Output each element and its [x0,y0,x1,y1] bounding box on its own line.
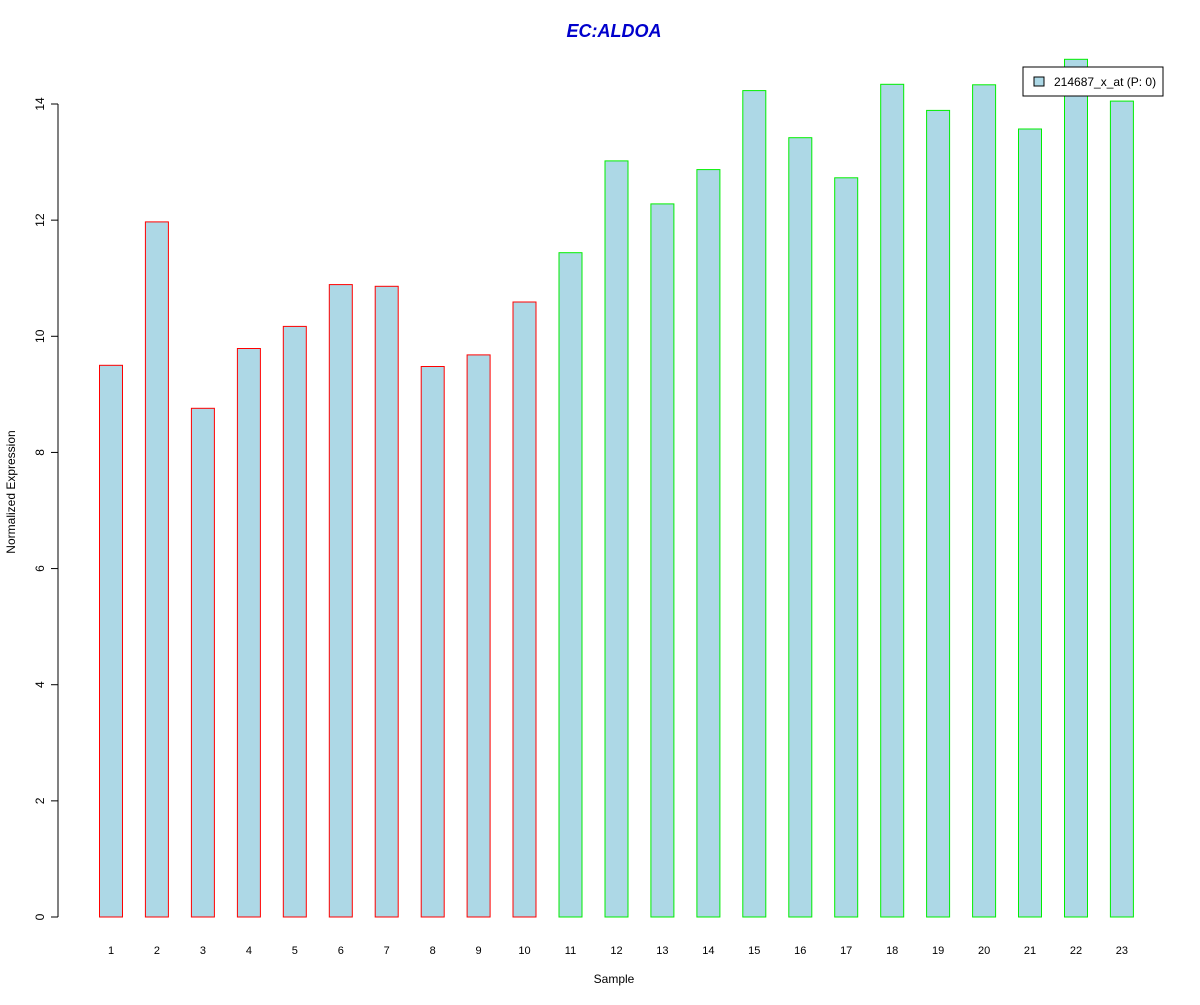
legend-label: 214687_x_at (P: 0) [1054,75,1156,89]
x-tick-label: 2 [154,945,160,957]
legend: 214687_x_at (P: 0) [1022,66,1164,97]
bar-sample-23 [1109,100,1134,918]
x-tick-label: 6 [338,945,344,957]
bar-sample-5 [282,325,307,918]
y-tick-label: 10 [33,329,47,343]
bar-sample-4 [236,348,261,918]
x-tick-label: 15 [748,945,760,957]
bar-sample-9 [466,354,491,918]
x-tick-label: 3 [200,945,206,957]
x-tick-label: 21 [1024,945,1036,957]
bar-sample-7 [374,285,399,918]
bar-sample-2 [144,221,169,918]
bar-sample-15 [742,90,767,918]
x-tick-label: 8 [430,945,436,957]
x-tick-label: 14 [702,945,714,957]
y-axis: 0 2 4 6 8 10 12 14 [33,97,59,920]
bar-sample-20 [972,84,997,918]
legend-box [1022,66,1164,97]
y-tick-label: 0 [33,913,47,920]
bar-sample-18 [880,83,905,918]
bar-sample-13 [650,203,675,918]
x-tick-label: 17 [840,945,852,957]
x-tick-label: 19 [932,945,944,957]
legend-swatch [1033,76,1045,87]
bar-sample-17 [834,177,859,918]
x-tick-label: 9 [476,945,482,957]
bar-sample-14 [696,169,721,918]
x-tick-label: 4 [246,945,252,957]
bar-sample-11 [558,252,583,918]
x-tick-label: 20 [978,945,990,957]
y-tick-label: 14 [33,97,47,111]
y-tick-label: 6 [33,565,47,572]
x-axis-label: Sample [594,972,635,986]
x-tick-label: 18 [886,945,898,957]
x-tick-labels: 1 2 3 4 5 6 7 8 9 10 11 12 13 14 15 16 17 18 19 20 21 22 23 [108,945,1128,957]
chart-title: EC:ALDOA [567,21,662,41]
bar-sample-16 [788,137,813,918]
bar-sample-6 [328,284,353,918]
y-tick-label: 12 [33,213,47,227]
bar-sample-10 [512,301,537,918]
x-tick-label: 1 [108,945,114,957]
y-tick-label: 8 [33,449,47,456]
bar-sample-1 [99,364,123,918]
bar-sample-19 [926,109,951,918]
bar-sample-12 [604,160,629,918]
x-tick-label: 16 [794,945,806,957]
x-tick-label: 11 [565,945,576,957]
bar-sample-22 [1064,58,1088,918]
bar-sample-8 [420,366,445,918]
x-tick-label: 22 [1070,945,1082,957]
bars-group [99,58,1134,918]
x-tick-label: 10 [518,945,530,957]
y-tick-label: 4 [33,681,47,688]
y-axis-label: Normalized Expression [4,430,18,553]
x-tick-label: 5 [292,945,298,957]
x-tick-label: 13 [656,945,668,957]
bar-sample-21 [1018,128,1042,918]
bar-sample-3 [190,407,215,918]
y-tick-label: 2 [33,797,47,804]
x-tick-label: 23 [1116,945,1128,957]
x-tick-label: 7 [384,945,390,957]
x-tick-label: 12 [610,945,622,957]
